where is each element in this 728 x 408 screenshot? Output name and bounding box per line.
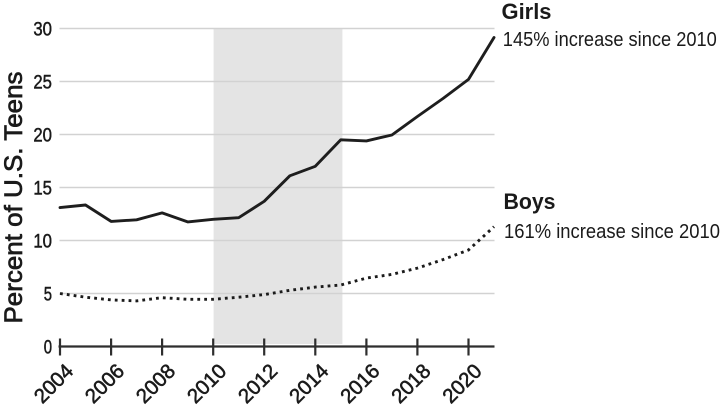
svg-text:0: 0 [44, 337, 52, 359]
svg-text:25: 25 [33, 72, 52, 94]
svg-text:161% increase since 2010: 161% increase since 2010 [504, 221, 720, 243]
svg-text:30: 30 [33, 19, 52, 41]
svg-text:Girls: Girls [502, 0, 552, 24]
svg-text:15: 15 [33, 178, 52, 200]
svg-text:Percent of U.S. Teens: Percent of U.S. Teens [0, 72, 28, 324]
svg-text:Boys: Boys [504, 189, 556, 214]
svg-text:145% increase since 2010: 145% increase since 2010 [503, 29, 717, 51]
svg-text:5: 5 [44, 284, 52, 306]
svg-text:10: 10 [33, 231, 52, 253]
svg-text:20: 20 [33, 125, 52, 147]
